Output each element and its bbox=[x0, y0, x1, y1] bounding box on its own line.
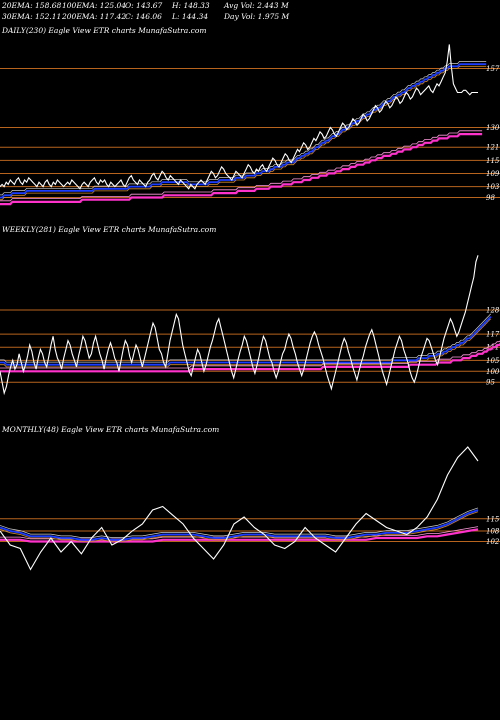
stat-100ema: 100EMA: 125.04 bbox=[62, 1, 126, 10]
daily-panel-label: DAILY(230) Eagle View ETR charts MunafaS… bbox=[1, 26, 206, 35]
weekly-ema-slow-pink-line bbox=[0, 340, 500, 369]
daily-ema-slow-line bbox=[0, 133, 483, 206]
stat-high: H: 148.33 bbox=[171, 1, 210, 10]
stat-day-vol: Day Vol: 1.975 M bbox=[223, 12, 290, 21]
daily-level-label-157: 157 bbox=[486, 65, 500, 73]
stat-open: O: 143.67 bbox=[125, 1, 163, 10]
monthly-level-label-115: 115 bbox=[486, 515, 500, 523]
daily-level-label-98: 98 bbox=[486, 194, 495, 202]
daily-ema-slow-pink-line bbox=[0, 130, 483, 202]
weekly-ema-fast-line bbox=[0, 315, 492, 366]
monthly-price-line bbox=[0, 446, 479, 571]
weekly-level-label-95: 95 bbox=[486, 379, 495, 387]
weekly-level-label-117: 117 bbox=[486, 331, 500, 339]
stat-30ema: 30EMA: 152.11 bbox=[2, 12, 61, 21]
monthly-ema-mid-gray-line bbox=[0, 507, 479, 538]
weekly-ema-mid-orange-line bbox=[0, 318, 491, 368]
weekly-level-label-128: 128 bbox=[486, 307, 500, 315]
daily-ema-fast-line bbox=[0, 63, 487, 199]
stat-20ema: 20EMA: 158.68 bbox=[1, 1, 61, 10]
daily-level-label-130: 130 bbox=[486, 124, 500, 132]
stat-200ema: 200EMA: 117.42 bbox=[61, 12, 126, 21]
header-stats: 20EMA: 158.68 100EMA: 125.04 O: 143.67 H… bbox=[1, 1, 290, 21]
monthly-ema-mid-orange-line bbox=[0, 511, 479, 542]
daily-level-label-121: 121 bbox=[486, 144, 499, 152]
weekly-level-label-100: 100 bbox=[486, 368, 500, 376]
daily-level-label-115: 115 bbox=[486, 157, 500, 165]
monthly-level-label-102: 102 bbox=[486, 538, 500, 546]
stat-avg-vol: Avg Vol: 2.443 M bbox=[223, 1, 289, 10]
monthly-panel: 115 108 102 bbox=[0, 446, 500, 571]
weekly-price-line bbox=[0, 255, 479, 396]
daily-panel: 157 130 121 115 109 103 98 bbox=[0, 44, 500, 206]
monthly-level-label-108: 108 bbox=[486, 528, 500, 536]
daily-level-label-109: 109 bbox=[486, 170, 500, 178]
weekly-level-label-105: 105 bbox=[486, 357, 500, 365]
weekly-panel-label: WEEKLY(281) Eagle View ETR charts Munafa… bbox=[2, 225, 216, 234]
daily-price-line bbox=[0, 44, 478, 190]
monthly-panel-label: MONTHLY(48) Eagle View ETR charts Munafa… bbox=[1, 425, 219, 434]
daily-level-label-103: 103 bbox=[486, 183, 500, 191]
stat-low: L: 144.34 bbox=[171, 12, 208, 21]
monthly-ema-fast-line bbox=[0, 509, 479, 541]
weekly-ema-mid-gray-line bbox=[0, 313, 491, 363]
stat-close: C: 146.06 bbox=[125, 12, 162, 21]
